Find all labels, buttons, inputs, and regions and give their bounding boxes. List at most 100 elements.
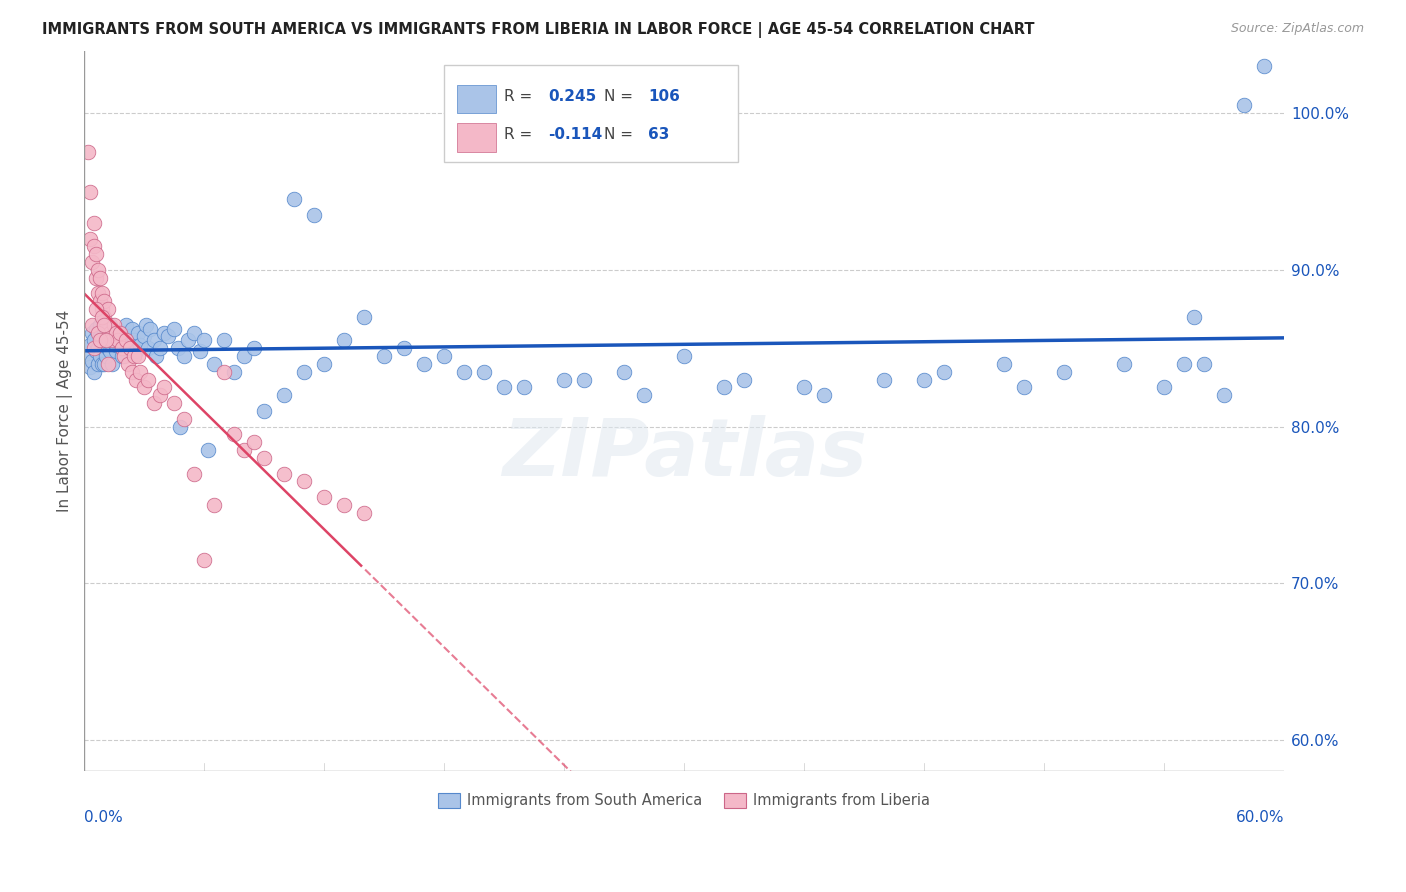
Point [197,443,219,458]
Point [103,326,125,340]
Point [253,450,276,465]
Point [87,263,110,277]
Legend: Immigrants from South America, Immigrants from Liberia: Immigrants from South America, Immigrant… [432,788,936,814]
Point [89,349,111,363]
Point [157,328,180,343]
Point [98,318,121,332]
Point [177,334,200,348]
Point [115,334,138,348]
Point [129,338,152,352]
Point [202,357,225,371]
Point [89,294,111,309]
Point [243,435,266,450]
Point [212,365,235,379]
Point [302,208,325,222]
Point [153,326,176,340]
Point [89,318,111,332]
Point [283,193,305,207]
Point [124,334,146,348]
Point [253,404,276,418]
Point [91,310,114,324]
Point [112,326,135,340]
Point [713,380,735,394]
Point [224,365,246,379]
Point [127,326,149,340]
Point [472,365,495,379]
Point [149,388,172,402]
Point [233,349,256,363]
Text: Source: ZipAtlas.com: Source: ZipAtlas.com [1230,22,1364,36]
FancyBboxPatch shape [457,123,496,152]
Point [613,365,636,379]
Point [273,467,295,481]
Point [121,322,143,336]
Y-axis label: In Labor Force | Age 45-54: In Labor Force | Age 45-54 [58,310,73,512]
Point [1053,365,1076,379]
Point [333,334,356,348]
Point [145,349,167,363]
Point [87,357,110,371]
Point [494,380,516,394]
Point [353,506,375,520]
Text: R =: R = [505,128,537,143]
Point [912,373,935,387]
Point [97,357,120,371]
Point [91,286,114,301]
Point [84,247,107,261]
Point [97,302,120,317]
Text: IMMIGRANTS FROM SOUTH AMERICA VS IMMIGRANTS FROM LIBERIA IN LABOR FORCE | AGE 45: IMMIGRANTS FROM SOUTH AMERICA VS IMMIGRA… [42,22,1035,38]
Point [183,326,205,340]
Point [513,380,536,394]
Text: 60.0%: 60.0% [1236,810,1284,825]
Point [127,349,149,363]
Point [163,322,186,336]
Point [188,344,211,359]
Point [89,270,111,285]
Point [79,338,101,352]
Point [333,498,356,512]
Point [1192,357,1215,371]
Text: ZIPatlas: ZIPatlas [502,415,866,493]
Point [112,341,135,355]
Point [553,373,575,387]
Point [1212,388,1234,402]
Point [121,365,143,379]
Point [134,328,156,343]
Point [139,322,162,336]
Point [97,341,120,355]
Point [77,145,100,160]
Point [183,467,205,481]
Point [117,357,139,371]
Point [120,328,142,343]
Point [110,326,132,340]
Point [193,552,215,566]
Point [143,396,166,410]
Point [87,326,110,340]
Point [107,326,129,340]
Point [932,365,955,379]
Point [314,357,336,371]
Point [292,475,315,489]
Point [112,349,135,363]
Point [453,365,475,379]
Point [224,427,246,442]
Point [105,338,128,352]
Point [91,334,114,348]
Point [77,349,100,363]
Point [83,216,105,230]
Text: N =: N = [603,89,637,104]
Point [813,388,835,402]
Point [173,411,195,425]
Point [91,357,114,371]
Text: 0.0%: 0.0% [84,810,124,825]
Point [83,334,105,348]
Point [82,326,104,340]
Text: R =: R = [505,89,537,104]
Point [1182,310,1205,324]
Point [212,334,235,348]
Point [79,232,101,246]
Point [314,490,336,504]
Point [84,344,107,359]
Point [107,334,129,348]
Point [1253,59,1275,73]
